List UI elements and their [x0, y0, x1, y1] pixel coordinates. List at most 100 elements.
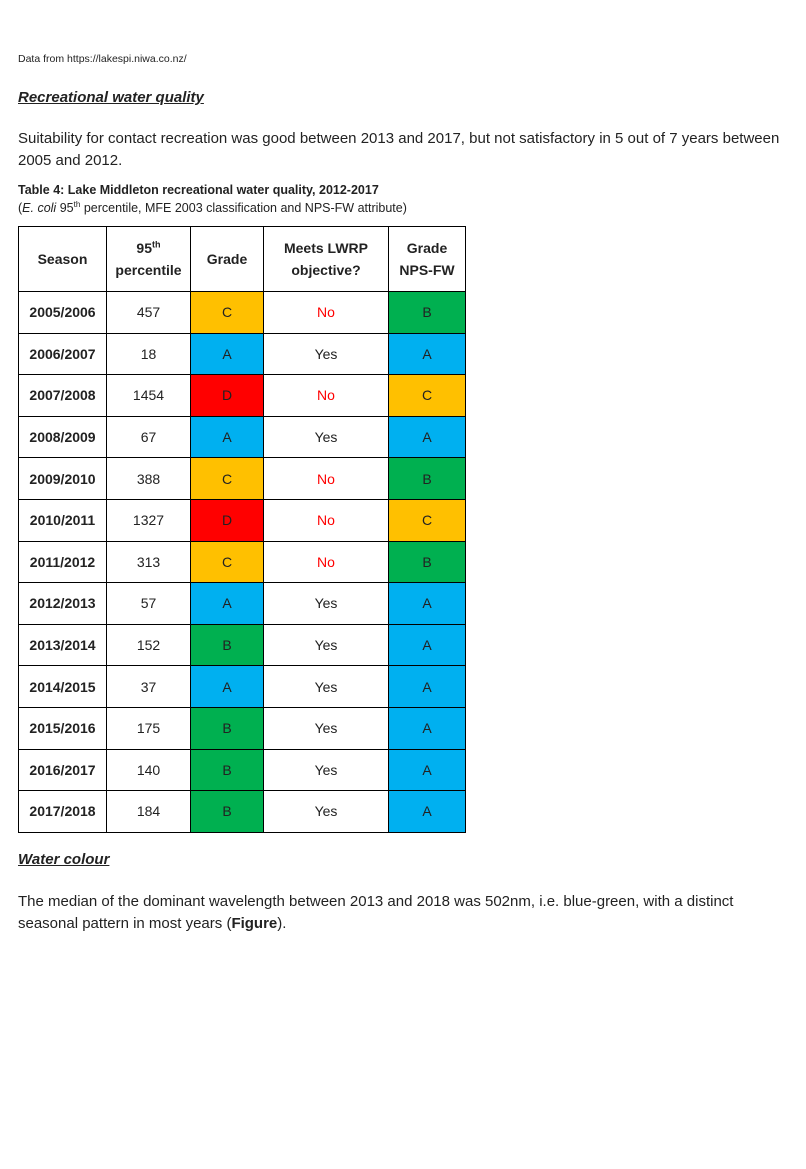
cell-meets: Yes [263, 332, 389, 376]
cell-percentile: 175 [106, 706, 191, 750]
table-row: 2011/2012 313 C No B [18, 540, 466, 584]
cell-meets: No [263, 540, 389, 584]
cell-percentile: 313 [106, 540, 191, 584]
cell-grade: D [190, 498, 264, 542]
table-row: 2015/2016 175 B Yes A [18, 706, 466, 750]
cell-nps-grade: C [388, 374, 466, 417]
cell-grade: C [190, 291, 264, 334]
table-row: 2013/2014 152 B Yes A [18, 623, 466, 667]
cell-season: 2012/2013 [18, 582, 107, 625]
header-meets-top: Meets LWRP [283, 240, 368, 256]
table-row: 2007/2008 1454 D No C [18, 374, 466, 417]
cell-nps-grade: C [388, 498, 466, 542]
cell-nps-grade: A [388, 748, 466, 792]
recreation-summary-paragraph: Suitability for contact recreation was g… [18, 130, 780, 169]
table-row: 2014/2015 37 A Yes A [18, 665, 466, 708]
table-row: 2008/2009 67 A Yes A [18, 415, 466, 459]
cell-percentile: 1454 [106, 374, 191, 417]
subcaption-ecoli: E. coli [22, 201, 57, 215]
cell-percentile: 57 [106, 582, 191, 625]
cell-percentile: 18 [106, 332, 191, 376]
cell-nps-grade: A [388, 332, 466, 376]
cell-grade: A [190, 332, 264, 376]
table-row: 2012/2013 57 A Yes A [18, 582, 466, 625]
header-grade-nps-fw: Grade NPS-FW [388, 226, 466, 292]
cell-grade: C [190, 457, 264, 500]
table-row: 2006/2007 18 A Yes A [18, 332, 466, 376]
figure-reference: Figure [231, 915, 278, 932]
header-meets-lwrp: Meets LWRP objective? [263, 226, 389, 292]
cell-percentile: 140 [106, 748, 191, 792]
subcaption-pre: 95 [56, 201, 74, 215]
cell-grade: B [190, 623, 264, 667]
cell-percentile: 67 [106, 415, 191, 459]
water-colour-paragraph: The median of the dominant wavelength be… [18, 891, 788, 935]
cell-grade: A [190, 415, 264, 459]
cell-meets: No [263, 457, 389, 500]
water-quality-table: Season 95th percentile Grade Meets LWRP ob… [18, 226, 466, 833]
table-row: 2005/2006 457 C No B [18, 291, 466, 334]
cell-percentile: 184 [106, 790, 191, 833]
cell-season: 2005/2006 [18, 291, 107, 334]
cell-nps-grade: B [388, 540, 466, 584]
cell-season: 2017/2018 [18, 790, 107, 833]
cell-season: 2015/2016 [18, 706, 107, 750]
cell-season: 2014/2015 [18, 665, 107, 708]
section-heading-recreational-water-quality: Recreational water quality [18, 89, 204, 106]
cell-season: 2016/2017 [18, 748, 107, 792]
header-season: Season [18, 226, 107, 292]
water-colour-text: The median of the dominant wavelength be… [18, 893, 734, 932]
header-percentile-bottom: percentile [115, 262, 182, 278]
source-line: Data from https://lakespi.niwa.co.nz/ [18, 53, 187, 65]
table-body: 2005/2006 457 C No B 2006/2007 18 A Yes … [18, 291, 466, 833]
cell-percentile: 457 [106, 291, 191, 334]
table-caption: Table 4: Lake Middleton recreational wat… [18, 183, 379, 197]
cell-nps-grade: A [388, 623, 466, 667]
cell-season: 2010/2011 [18, 498, 107, 542]
cell-meets: Yes [263, 790, 389, 833]
cell-grade: D [190, 374, 264, 417]
cell-meets: Yes [263, 623, 389, 667]
header-meets-bottom: objective? [291, 262, 361, 278]
cell-season: 2007/2008 [18, 374, 107, 417]
cell-season: 2011/2012 [18, 540, 107, 584]
cell-meets: Yes [263, 665, 389, 708]
section-heading-water-colour: Water colour [18, 851, 110, 868]
cell-meets: Yes [263, 706, 389, 750]
header-season-label: Season [37, 251, 88, 267]
cell-nps-grade: B [388, 291, 466, 334]
cell-season: 2008/2009 [18, 415, 107, 459]
table-subcaption: (E. coli 95th percentile, MFE 2003 class… [18, 199, 407, 215]
cell-nps-grade: A [388, 706, 466, 750]
cell-percentile: 152 [106, 623, 191, 667]
header-percentile-top: 95 [136, 240, 152, 256]
cell-meets: No [263, 374, 389, 417]
cell-grade: B [190, 790, 264, 833]
header-grade: Grade [190, 226, 264, 292]
cell-nps-grade: B [388, 457, 466, 500]
cell-meets: Yes [263, 582, 389, 625]
cell-nps-grade: A [388, 582, 466, 625]
subcaption-open: ( [18, 201, 23, 215]
cell-nps-grade: A [388, 415, 466, 459]
header-nps-top: Grade [406, 240, 448, 256]
cell-grade: A [190, 665, 264, 708]
table-row: 2009/2010 388 C No B [18, 457, 466, 500]
cell-percentile: 388 [106, 457, 191, 500]
cell-percentile: 37 [106, 665, 191, 708]
cell-meets: No [263, 498, 389, 542]
cell-grade: B [190, 748, 264, 792]
cell-season: 2013/2014 [18, 623, 107, 667]
header-percentile: 95th percentile [106, 226, 191, 292]
subcaption-sup: th [73, 199, 81, 209]
water-colour-text-end: ). [277, 915, 287, 932]
table-row: 2016/2017 140 B Yes A [18, 748, 466, 792]
cell-season: 2006/2007 [18, 332, 107, 376]
cell-meets: No [263, 291, 389, 334]
table-row: 2017/2018 184 B Yes A [18, 790, 466, 833]
cell-percentile: 1327 [106, 498, 191, 542]
cell-meets: Yes [263, 748, 389, 792]
cell-grade: C [190, 540, 264, 584]
header-percentile-sup: th [151, 239, 161, 250]
header-grade-label: Grade [206, 251, 248, 267]
